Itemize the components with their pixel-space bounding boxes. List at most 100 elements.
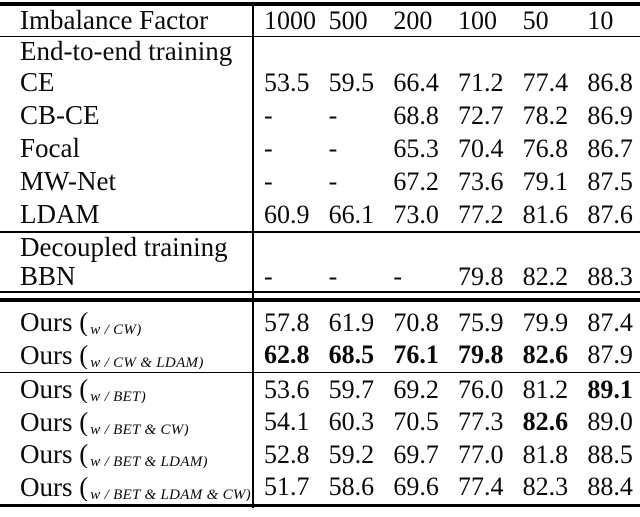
value-cell: 73.0: [393, 201, 439, 228]
value-cell: 68.5: [328, 342, 375, 369]
section-ours-cw: Ours (w / CW) 57.8 61.9 70.8 75.9 79.9 87.4 Our…: [0, 302, 640, 372]
method-label: Ours (w / CW & LDAM): [0, 342, 252, 369]
section-title: End-to-end training: [20, 36, 233, 67]
section-end-to-end: End-to-end training CE 53.5 59.5 66.4 71.2 77.…: [0, 37, 640, 231]
value-cell: 52.8: [264, 441, 310, 468]
method-name: MW-Net: [20, 168, 116, 196]
method-label: CB-CE: [0, 102, 252, 129]
value-cell: -: [328, 168, 338, 195]
value-cell: 87.5: [587, 168, 633, 195]
table-row: Ours (w / BET & LDAM) 52.8 59.2 69.7 77.0 81.…: [0, 439, 640, 472]
value-cell: 86.8: [587, 69, 633, 96]
table-row: CB-CE - - 68.8 72.7 78.2 86.9: [0, 99, 640, 132]
value-cell: -: [264, 168, 273, 195]
value-cell: -: [264, 263, 273, 290]
column-header: 500: [328, 7, 368, 34]
method-name: Ours (: [20, 341, 89, 369]
value-cell: 53.6: [264, 376, 310, 403]
value-cell: 53.5: [264, 69, 310, 96]
value-cell: 70.5: [393, 409, 439, 436]
column-header: 200: [393, 7, 433, 34]
method-label: Ours (w / BET): [0, 376, 252, 403]
value-cell: -: [393, 263, 402, 290]
value-cell: 81.6: [522, 201, 569, 228]
value-cell: 75.9: [457, 309, 504, 336]
table-row: MW-Net - - 67.2 73.6 79.1 87.5: [0, 165, 640, 198]
value-cell: 77.0: [457, 441, 504, 468]
value-cell: 70.8: [393, 309, 439, 336]
value-cell: 59.7: [328, 376, 375, 403]
value-cell: 87.9: [587, 342, 633, 369]
value-cell: 79.1: [522, 168, 569, 195]
method-label: MW-Net: [0, 168, 252, 195]
method-config-subscript: w / CW & LDAM): [90, 354, 204, 369]
value-cell: 71.2: [457, 69, 504, 96]
value-cell: 62.8: [264, 342, 310, 369]
section-divider-rule: [0, 371, 640, 374]
header-label: Imbalance Factor: [20, 7, 209, 34]
method-name: Ours (: [20, 473, 89, 501]
method-name: Ours (: [20, 441, 89, 469]
value-cell: 69.6: [393, 474, 439, 501]
value-cell: 68.8: [393, 102, 439, 129]
value-cell: 69.7: [393, 441, 439, 468]
value-cell: 54.1: [264, 409, 310, 436]
value-cell: 58.6: [328, 474, 375, 501]
column-header: 50: [522, 7, 549, 34]
method-name: Ours (: [20, 376, 89, 404]
value-cell: 79.8: [457, 342, 504, 369]
column-header: 1000: [264, 7, 316, 34]
section-title-row: Decoupled training: [0, 233, 640, 262]
method-name: Ours (: [20, 408, 89, 436]
vertical-rule: [252, 5, 254, 509]
table-row: Ours (w / CW) 57.8 61.9 70.8 75.9 79.9 87.4: [0, 307, 640, 340]
value-cell: 65.3: [393, 135, 439, 162]
value-cell: 79.9: [522, 309, 569, 336]
method-name: Ours (: [20, 309, 89, 337]
method-name: LDAM: [20, 201, 100, 229]
method-label: Ours (w / CW): [0, 309, 252, 336]
value-cell: 67.2: [393, 168, 439, 195]
method-config-subscript: w / BET & LDAM): [90, 454, 208, 469]
value-cell: 59.2: [328, 441, 375, 468]
value-cell: 77.3: [457, 409, 504, 436]
method-label: BBN: [0, 263, 252, 290]
value-cell: 66.1: [328, 201, 375, 228]
value-cell: 87.4: [587, 309, 633, 336]
table-row: LDAM 60.9 66.1 73.0 77.2 81.6 87.6: [0, 198, 640, 231]
value-cell: 51.7: [264, 474, 310, 501]
value-cell: 72.7: [457, 102, 504, 129]
value-cell: 77.4: [457, 474, 504, 501]
double-rule-bottom: [0, 298, 640, 302]
method-config-subscript: w / BET & LDAM & CW): [90, 486, 251, 501]
value-cell: 73.6: [457, 168, 504, 195]
value-cell: 79.8: [457, 263, 504, 290]
value-cell: -: [328, 263, 338, 290]
header-row: Imbalance Factor 1000 500 200 100 50 10: [0, 6, 640, 36]
value-cell: -: [264, 102, 273, 129]
value-cell: 69.2: [393, 376, 439, 403]
value-cell: 76.8: [522, 135, 569, 162]
method-label: Ours (w / BET & CW): [0, 409, 252, 436]
column-header: 100: [457, 7, 497, 34]
value-cell: 60.9: [264, 201, 310, 228]
value-cell: 76.1: [393, 342, 439, 369]
method-config-subscript: w / BET & CW): [90, 421, 189, 436]
table-row: Ours (w / BET) 53.6 59.7 69.2 76.0 81.2 89.1: [0, 373, 640, 406]
method-name: Focal: [20, 135, 80, 163]
header-divider-rule: [0, 35, 640, 38]
table-row: Ours (w / CW & LDAM) 62.8 68.5 76.1 79.8 82.6…: [0, 339, 640, 372]
bottom-rule: [0, 503, 640, 508]
table-row: Ours (w / BET & LDAM & CW) 51.7 58.6 69.6 77…: [0, 471, 640, 504]
table-row: CE 53.5 59.5 66.4 71.2 77.4 86.8: [0, 66, 640, 99]
value-cell: 82.3: [522, 474, 569, 501]
value-cell: 81.8: [522, 441, 569, 468]
section-title: Decoupled training: [20, 232, 228, 263]
method-label: Focal: [0, 135, 252, 162]
method-name: BBN: [20, 263, 76, 291]
column-header: 10: [587, 7, 614, 34]
value-cell: 59.5: [328, 69, 375, 96]
method-name: CE: [20, 69, 55, 97]
value-cell: 88.5: [587, 441, 633, 468]
method-name: CB-CE: [20, 102, 100, 130]
